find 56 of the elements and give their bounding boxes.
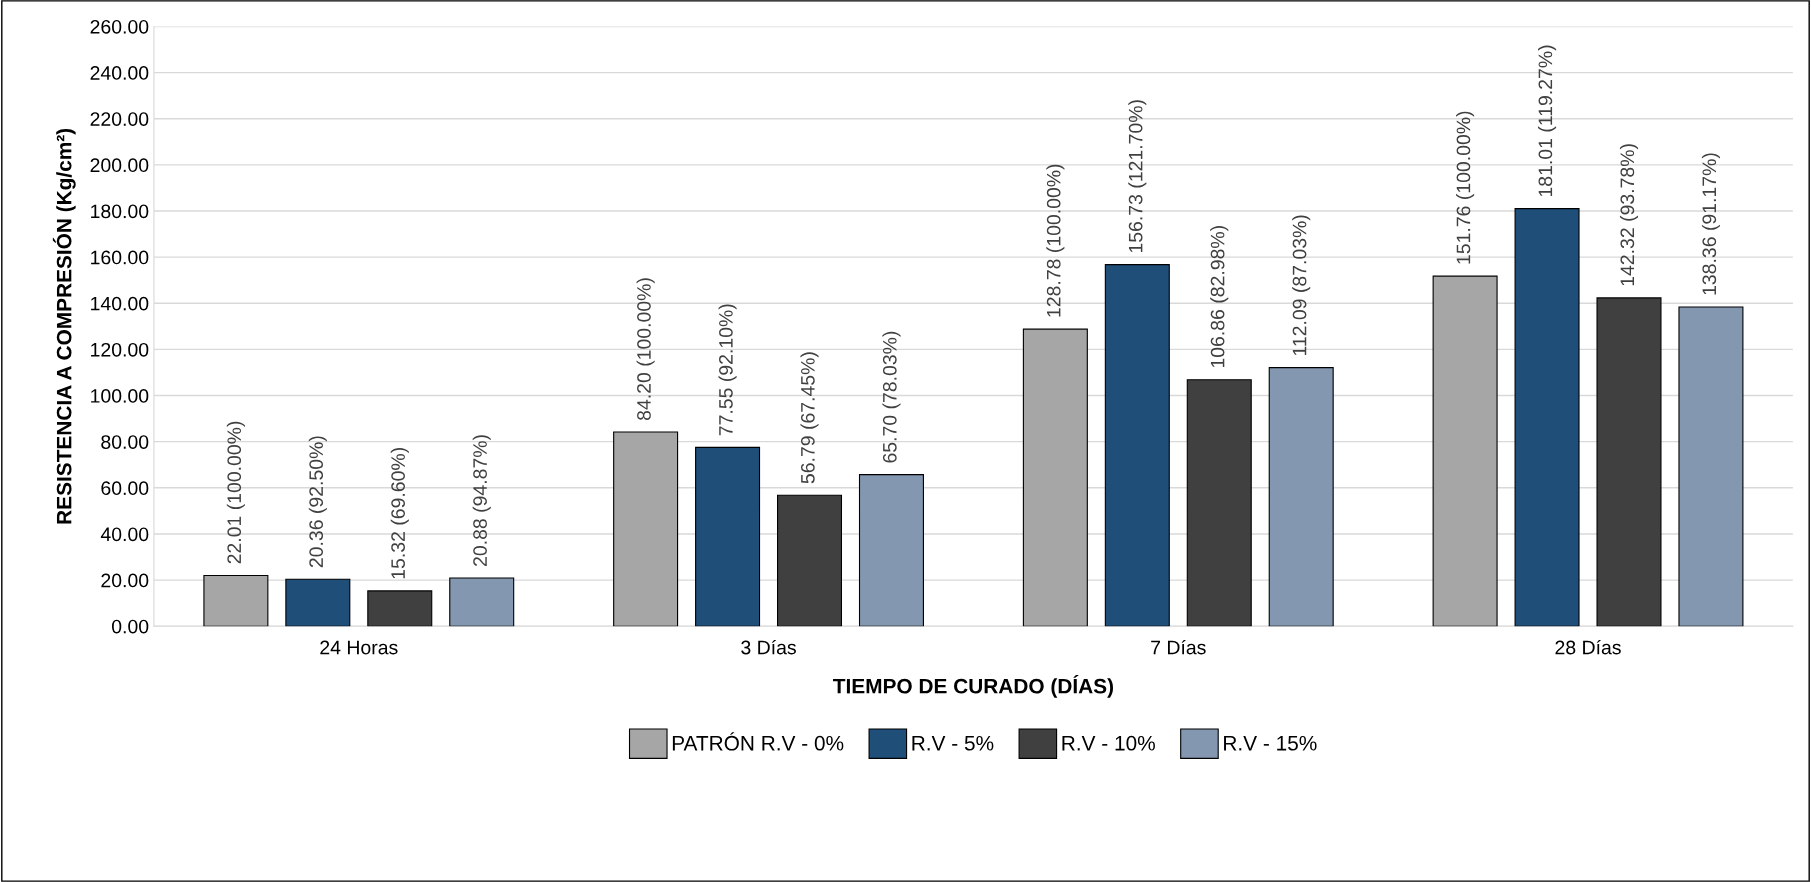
y-tick-label: 160.00 <box>91 250 149 265</box>
legend-label: R.V - 15% <box>1224 735 1317 751</box>
data-label: 77.55 (92.10%) <box>718 304 737 436</box>
y-tick-label: 40.00 <box>100 527 149 542</box>
data-label: 15.32 (69.60%) <box>390 448 409 579</box>
y-axis-title: RESISTENCIA A COMPRESIÓN (Kg/cm²) <box>52 128 76 524</box>
bar <box>1022 328 1088 627</box>
bar <box>858 474 924 627</box>
bar <box>1596 297 1662 627</box>
y-tick-label: 140.00 <box>91 296 149 311</box>
bar <box>367 590 433 627</box>
data-label: 65.70 (78.03%) <box>882 331 901 463</box>
bar <box>1678 306 1744 627</box>
data-label: 138.36 (91.17%) <box>1701 153 1720 295</box>
bar <box>1432 275 1498 627</box>
data-label: 20.88 (94.87%) <box>472 435 491 566</box>
y-tick-label: 180.00 <box>91 204 149 219</box>
x-tick-label: 3 Días <box>741 639 796 655</box>
y-tick-label: 200.00 <box>90 158 149 173</box>
bar <box>695 446 761 627</box>
x-tick-label: 28 Días <box>1555 639 1621 655</box>
bar <box>1104 264 1170 627</box>
y-tick-label: 100.00 <box>91 389 149 403</box>
data-label: 56.79 (67.45%) <box>800 352 819 484</box>
data-label: 128.78 (100.00%) <box>1046 164 1065 317</box>
data-label: 84.20 (100.00%) <box>636 278 655 421</box>
legend-label: PATRÓN R.V - 0% <box>672 732 844 751</box>
data-label: 156.73 (121.70%) <box>1128 100 1147 253</box>
y-tick-label: 80.00 <box>101 435 149 449</box>
bar <box>1268 367 1334 627</box>
legend-label: R.V - 5% <box>912 735 994 751</box>
data-label: 22.01 (100.00%) <box>226 421 245 564</box>
bar <box>777 494 843 627</box>
bar <box>1186 379 1252 627</box>
x-tick-label: 7 Días <box>1151 639 1206 655</box>
data-label: 20.36 (92.50%) <box>308 436 327 568</box>
legend-label: R.V - 10% <box>1062 735 1155 751</box>
data-label: 181.01 (119.27%) <box>1537 45 1557 197</box>
bar <box>613 431 679 627</box>
y-tick-label: 60.00 <box>101 481 149 496</box>
bar <box>285 578 351 627</box>
bar <box>449 577 515 627</box>
bar <box>203 574 269 627</box>
y-tick-label: 20.00 <box>101 573 149 588</box>
bar <box>1514 208 1580 627</box>
data-label: 106.86 (82.98%) <box>1210 226 1229 368</box>
data-label: 142.32 (93.78%) <box>1619 144 1639 286</box>
y-tick-label: 0.00 <box>111 619 149 634</box>
y-tick-label: 240.00 <box>90 66 149 80</box>
data-label: 112.09 (87.03%) <box>1292 215 1311 356</box>
x-tick-label: 24 Horas <box>320 640 398 655</box>
y-tick-label: 260.00 <box>90 19 149 34</box>
y-tick-label: 120.00 <box>91 342 149 357</box>
data-label: 151.76 (100.00%) <box>1456 111 1475 264</box>
y-tick-label: 220.00 <box>90 112 149 126</box>
x-axis-title: TIEMPO DE CURADO (DÍAS) <box>833 674 1113 698</box>
